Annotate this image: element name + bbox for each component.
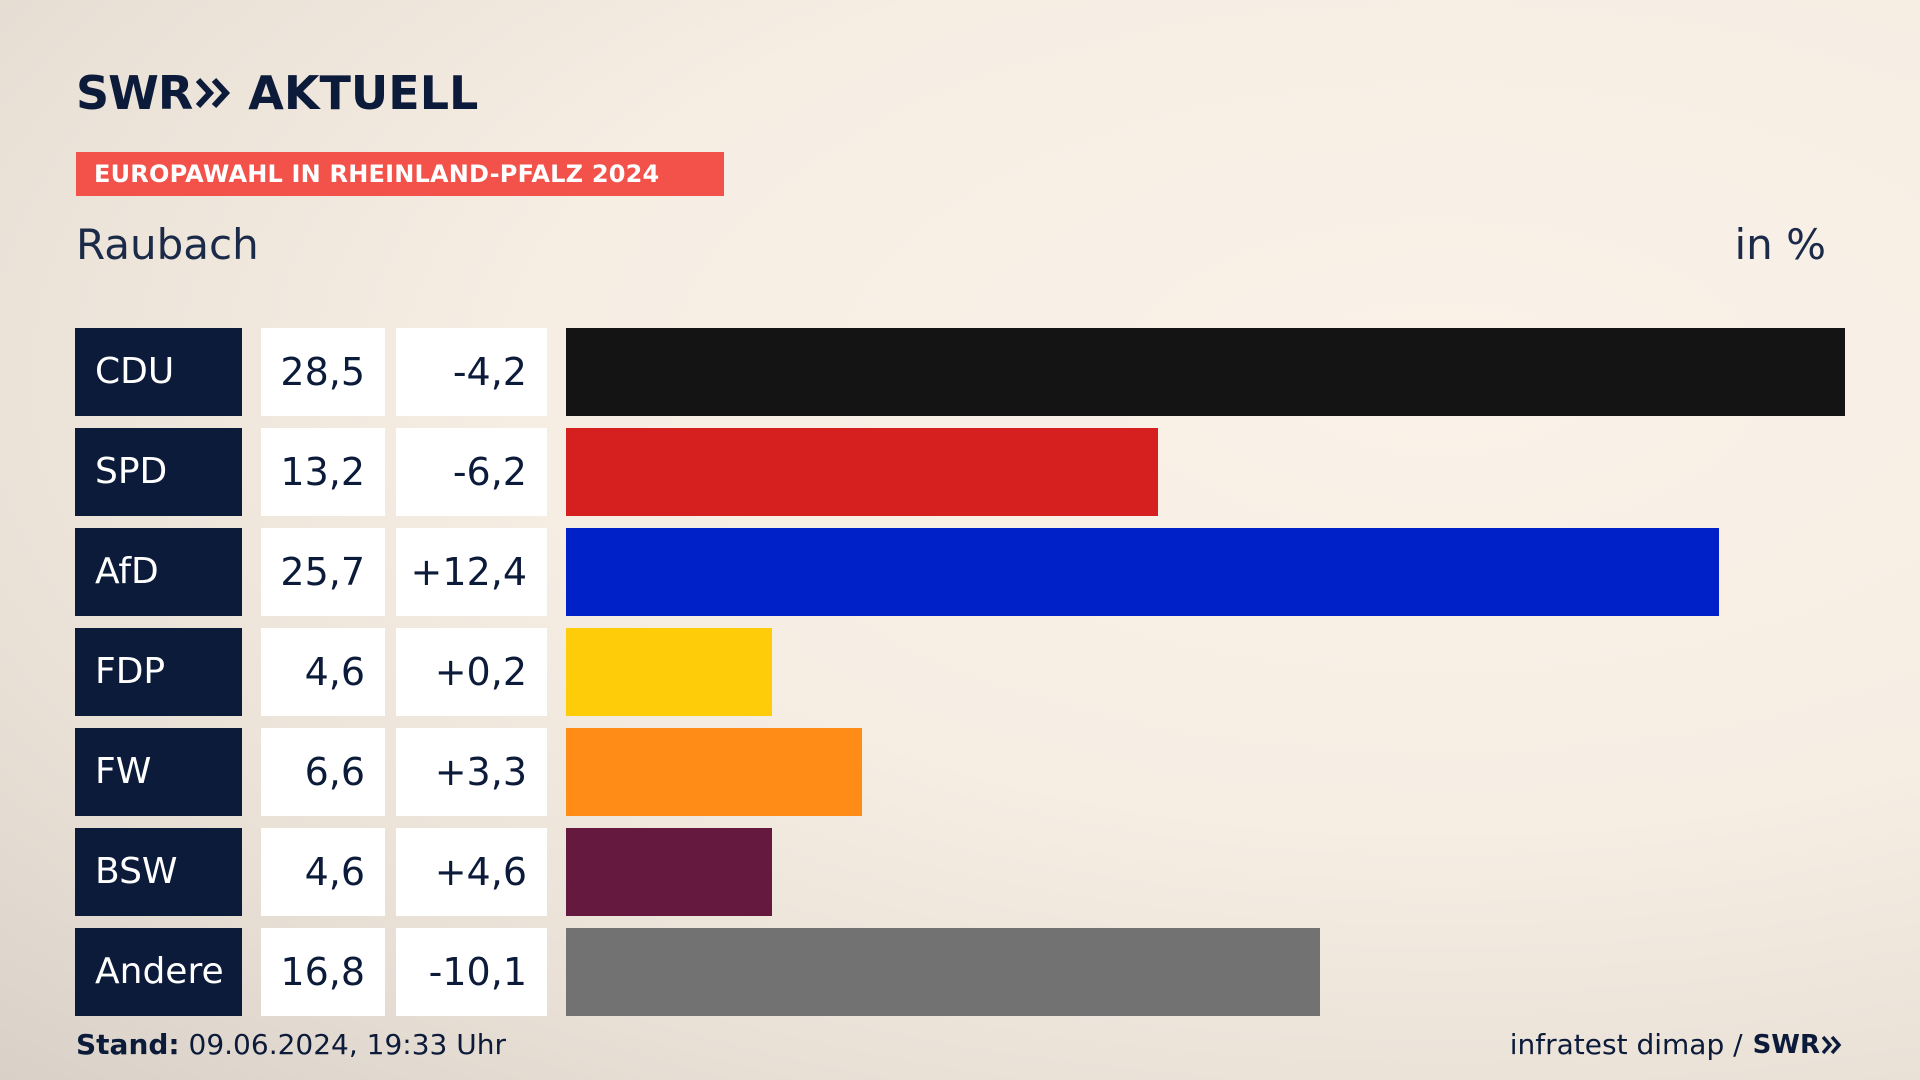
- source-footer: infratest dimap / SWR: [1510, 1028, 1844, 1061]
- vote-change-value: +3,3: [396, 728, 547, 816]
- party-label: SPD: [75, 428, 242, 516]
- party-label: Andere: [75, 928, 242, 1016]
- party-label: FW: [75, 728, 242, 816]
- vote-share-value: 6,6: [261, 728, 385, 816]
- vote-change-value: +12,4: [396, 528, 547, 616]
- party-label: BSW: [75, 828, 242, 916]
- result-bar: [566, 328, 1845, 416]
- swr-brand: SWR: [76, 66, 193, 120]
- election-banner: EUROPAWAHL IN RHEINLAND-PFALZ 2024: [76, 152, 724, 196]
- vote-share-value: 28,5: [261, 328, 385, 416]
- vote-change-value: +0,2: [396, 628, 547, 716]
- vote-share-value: 13,2: [261, 428, 385, 516]
- unit-label: in %: [1734, 220, 1826, 269]
- source-label: infratest dimap /: [1509, 1028, 1743, 1061]
- result-bar: [566, 928, 1320, 1016]
- aktuell-wordmark: AKTUELL: [248, 66, 479, 120]
- vote-change-value: -4,2: [396, 328, 547, 416]
- vote-share-value: 25,7: [261, 528, 385, 616]
- vote-change-value: -6,2: [396, 428, 547, 516]
- party-label: FDP: [75, 628, 242, 716]
- vote-share-value: 4,6: [261, 628, 385, 716]
- result-bar: [566, 428, 1158, 516]
- double-chevron-icon: [196, 77, 231, 109]
- result-bar: [566, 528, 1719, 616]
- party-label: CDU: [75, 328, 242, 416]
- vote-change-value: -10,1: [396, 928, 547, 1016]
- party-label: AfD: [75, 528, 242, 616]
- vote-share-value: 16,8: [261, 928, 385, 1016]
- stand-value: 09.06.2024, 19:33 Uhr: [188, 1028, 506, 1061]
- vote-change-value: +4,6: [396, 828, 547, 916]
- swr-small-brand: SWR: [1752, 1029, 1820, 1060]
- stand-label: Stand:: [76, 1028, 180, 1061]
- stand-footer: Stand: 09.06.2024, 19:33 Uhr: [76, 1028, 506, 1061]
- swr-aktuell-logo: SWR AKTUELL: [76, 64, 478, 122]
- vote-share-value: 4,6: [261, 828, 385, 916]
- result-bar: [566, 628, 772, 716]
- result-bar: [566, 828, 772, 916]
- place-title: Raubach: [76, 220, 259, 269]
- swr-small-logo: SWR: [1753, 1030, 1844, 1060]
- result-bar: [566, 728, 862, 816]
- swr-wordmark: SWR: [76, 66, 234, 120]
- double-chevron-small-icon: [1822, 1035, 1842, 1054]
